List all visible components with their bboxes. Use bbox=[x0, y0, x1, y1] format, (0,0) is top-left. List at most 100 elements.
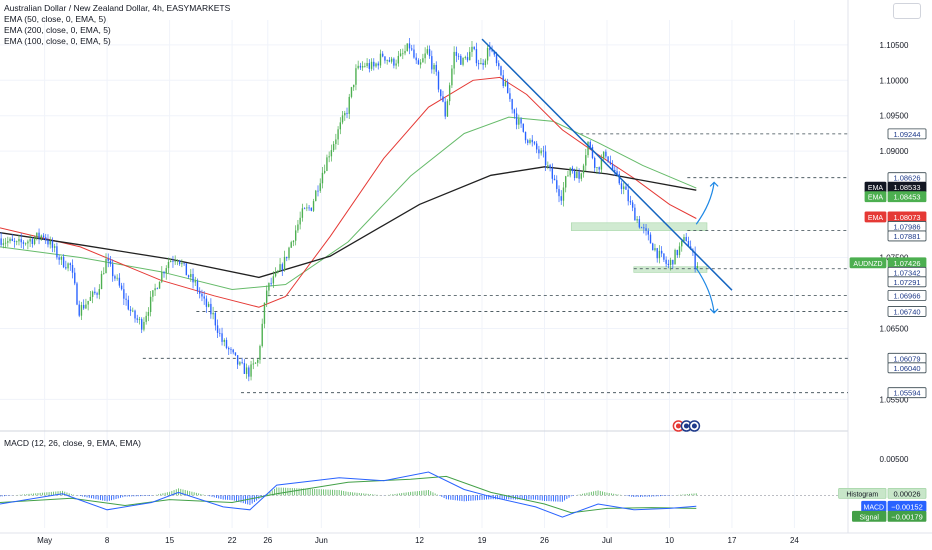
candle bbox=[654, 243, 656, 252]
candle bbox=[413, 44, 415, 59]
ema-50-legend[interactable]: EMA (50, close, 0, EMA, 5) bbox=[4, 14, 107, 24]
event-icons[interactable] bbox=[672, 420, 701, 432]
candle-body bbox=[504, 82, 507, 86]
candle-body bbox=[279, 264, 281, 271]
candle-body bbox=[631, 202, 634, 208]
candle-body bbox=[529, 139, 531, 143]
candle bbox=[203, 291, 205, 305]
candle-body bbox=[230, 349, 232, 351]
macd-line bbox=[0, 471, 697, 518]
candle-body bbox=[594, 157, 596, 168]
candle-body bbox=[326, 157, 328, 171]
candle-body bbox=[74, 272, 76, 284]
candle-body bbox=[446, 101, 449, 117]
candle bbox=[560, 190, 562, 205]
price-tag-text: 1.06966 bbox=[893, 291, 920, 300]
candle-body bbox=[616, 171, 618, 175]
candle bbox=[317, 185, 319, 197]
flag-icon-dot bbox=[683, 423, 689, 429]
candle bbox=[529, 138, 531, 145]
drawings[interactable] bbox=[481, 38, 733, 314]
candle bbox=[248, 365, 250, 382]
candle bbox=[406, 43, 408, 52]
candle bbox=[74, 267, 76, 286]
price-tag-1.07426: 1.07426 AUDNZD bbox=[849, 257, 927, 269]
trendline bbox=[481, 38, 733, 291]
candle bbox=[573, 168, 576, 181]
macd-tag-box bbox=[887, 510, 927, 522]
ema-100-legend[interactable]: EMA (100, close, 0, EMA, 5) bbox=[4, 36, 111, 46]
macd-legend[interactable]: MACD (12, 26, close, 9, EMA, EMA) bbox=[4, 438, 141, 448]
candle bbox=[457, 53, 460, 60]
candle-body bbox=[533, 142, 536, 144]
candle-body bbox=[513, 109, 516, 114]
candle-body bbox=[158, 281, 161, 289]
candle-body bbox=[424, 53, 426, 59]
price-tag-1.06966: 1.06966 bbox=[887, 290, 927, 301]
candle bbox=[230, 347, 232, 354]
candle-body bbox=[540, 150, 542, 154]
candle bbox=[132, 307, 134, 313]
candle bbox=[567, 170, 569, 177]
candle-body bbox=[524, 131, 527, 141]
candle-body bbox=[681, 240, 683, 247]
candle-body bbox=[147, 312, 150, 316]
candle-body bbox=[417, 60, 420, 65]
candle-body bbox=[225, 339, 228, 348]
candle bbox=[547, 161, 549, 170]
candle-body bbox=[428, 49, 431, 57]
candle-body bbox=[368, 63, 371, 69]
candle-body bbox=[328, 156, 330, 158]
candle bbox=[299, 211, 301, 230]
candle-body bbox=[47, 240, 49, 245]
candle-body bbox=[335, 139, 337, 145]
candle bbox=[257, 358, 259, 367]
x-tick-label: Jun bbox=[315, 536, 328, 545]
candle bbox=[444, 97, 446, 120]
candle-body bbox=[475, 49, 478, 64]
candle-body bbox=[143, 321, 145, 330]
candle bbox=[125, 293, 127, 306]
candle-body bbox=[29, 239, 31, 242]
candle bbox=[163, 270, 165, 278]
candle bbox=[357, 60, 359, 70]
candle-body bbox=[556, 180, 558, 189]
candle-body bbox=[364, 65, 366, 67]
candle-body bbox=[134, 310, 136, 319]
candle-body bbox=[553, 178, 556, 181]
candle-body bbox=[605, 151, 607, 157]
candle-body bbox=[199, 290, 201, 294]
candle bbox=[100, 270, 103, 290]
candle-body bbox=[442, 96, 444, 102]
price-tag-text: 1.07291 bbox=[893, 278, 920, 287]
fullscreen-button[interactable] bbox=[893, 3, 921, 19]
macd-tick-label: 0.00500 bbox=[880, 455, 909, 464]
candle-body bbox=[82, 304, 85, 309]
candle-body bbox=[614, 169, 616, 172]
candle bbox=[598, 166, 600, 175]
candle-body bbox=[22, 242, 25, 244]
macd-tag-macd: −0.00152 MACD bbox=[861, 500, 927, 512]
candle bbox=[214, 311, 217, 331]
candle-body bbox=[634, 207, 636, 221]
candle-body bbox=[558, 188, 560, 197]
candle bbox=[634, 204, 636, 221]
candle-body bbox=[172, 261, 174, 262]
candle-body bbox=[495, 54, 498, 64]
candle bbox=[326, 154, 328, 172]
candle-body bbox=[152, 290, 154, 297]
candle bbox=[94, 287, 96, 295]
x-tick-label: 10 bbox=[665, 536, 674, 545]
price-tag-label: EMA bbox=[868, 215, 884, 222]
ema-200-legend[interactable]: EMA (200, close, 0, EMA, 5) bbox=[4, 25, 111, 35]
candle-body bbox=[178, 260, 181, 265]
candle-body bbox=[16, 241, 18, 243]
candle-body bbox=[330, 150, 333, 157]
price-tag-label: EMA bbox=[868, 195, 884, 202]
candle-body bbox=[415, 57, 417, 61]
arrow-head-1 bbox=[709, 308, 719, 314]
candle bbox=[350, 86, 353, 99]
candle-body bbox=[105, 258, 107, 274]
candle-body bbox=[120, 285, 123, 290]
